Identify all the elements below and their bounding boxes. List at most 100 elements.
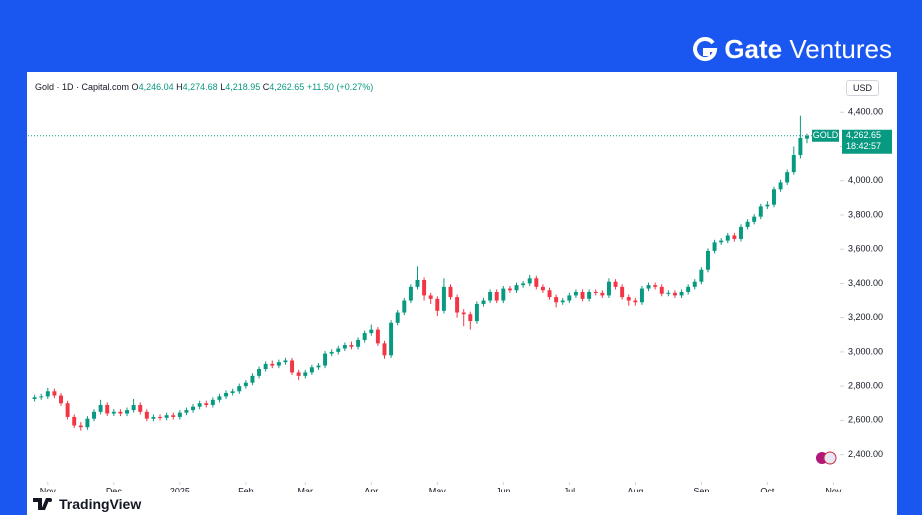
candle-body [362, 333, 367, 340]
candle-body [131, 404, 136, 411]
price-tag [842, 129, 892, 154]
candle-body [620, 286, 625, 298]
candle-body [164, 415, 169, 418]
legend: Gold · 1D · Capital.com O4,246.04 H4,274… [35, 82, 373, 92]
candle-body [547, 290, 552, 298]
candle-body [98, 404, 103, 412]
ohlc-key: H [176, 82, 183, 92]
candle-body [243, 382, 248, 387]
candle-body [224, 392, 229, 397]
y-tick-label: 3,800.00 [848, 209, 883, 219]
x-tick-label: May [429, 486, 447, 492]
candle-body [395, 312, 400, 323]
candle-body [375, 329, 380, 344]
tv-icon [33, 498, 52, 510]
candle-body [39, 396, 44, 398]
ohlc-value: 4,262.65 [269, 82, 305, 92]
candle-body [613, 281, 618, 287]
candle-body [408, 286, 413, 301]
y-tick-label: 3,200.00 [848, 312, 883, 322]
x-tick-label: Jul [564, 486, 576, 492]
candle-body [45, 391, 50, 397]
ohlc-value: 4,218.95 [225, 82, 261, 92]
x-tick-label: Nov [40, 486, 57, 492]
candle-body [494, 291, 499, 301]
x-tick-label: Mar [298, 486, 314, 492]
x-tick-label: Oct [760, 486, 775, 492]
y-tick-label: 3,000.00 [848, 346, 883, 356]
y-tick-label: 2,600.00 [848, 415, 883, 425]
candle-body [600, 292, 605, 296]
candle-body [191, 406, 196, 411]
candle-body [336, 348, 341, 352]
candle-body [290, 360, 295, 373]
x-tick-label: Sep [693, 486, 709, 492]
candle-body [481, 300, 486, 304]
y-tick-label: 4,000.00 [848, 175, 883, 185]
candle-body [111, 411, 116, 414]
candle-body [52, 391, 57, 396]
candle-body [521, 283, 526, 286]
candle-body [798, 137, 803, 156]
brand-icon [693, 36, 718, 61]
x-tick-label: Apr [364, 486, 378, 492]
candle-body [659, 286, 664, 294]
y-tick-label: 3,600.00 [848, 244, 883, 254]
candle-body [217, 396, 222, 400]
symbol-tag [812, 129, 839, 142]
candle-body [455, 297, 460, 313]
candle-body [534, 278, 539, 287]
candle-body [402, 300, 407, 313]
candle-body [138, 404, 143, 412]
x-tick-label: Dec [106, 486, 123, 492]
x-tick-label: Nov [825, 486, 842, 492]
candle-body [356, 339, 361, 347]
chart: 2,400.00 2,600.00 2,800.00 3,000.00 3,200.00… [28, 107, 892, 492]
candle-body [204, 403, 209, 405]
candle-body [507, 288, 512, 291]
candle-body [296, 372, 301, 376]
candle-body [501, 288, 506, 301]
candle-body [257, 369, 262, 376]
candle-body [230, 391, 235, 393]
candle-body [342, 345, 347, 349]
candle-body [197, 403, 202, 407]
candle-body [144, 411, 149, 419]
candle-body [745, 221, 750, 227]
candle-body [639, 288, 644, 303]
candle-body [692, 281, 697, 287]
currency-button[interactable]: USD [845, 80, 879, 96]
candle-body [78, 425, 83, 428]
candle-body [712, 242, 717, 251]
candle-body [679, 291, 684, 296]
candle-body [270, 363, 275, 366]
candle-body [732, 235, 737, 239]
candle-body [448, 286, 453, 298]
candle-body [158, 416, 163, 418]
candle-body [785, 172, 790, 183]
candle-body [92, 411, 96, 419]
change: +11.50 (+0.27%) [306, 82, 374, 92]
x-tick-label: Aug [627, 486, 643, 492]
x-tick-label: 2025 [170, 486, 190, 492]
candle-body [171, 415, 176, 417]
ohlc-key: L [220, 82, 226, 92]
candle-body [250, 375, 255, 383]
candle-body [699, 269, 704, 282]
candle-body [428, 295, 433, 299]
candle-body [263, 363, 268, 370]
candle-body [151, 416, 156, 419]
candle-body [474, 303, 479, 322]
candle-body [210, 399, 215, 405]
chart-panel: Gold · 1D · Capital.com O4,246.04 H4,274… [27, 72, 897, 515]
candle-body [705, 250, 710, 270]
x-tick-label: Feb [238, 486, 254, 492]
candle-body [686, 286, 691, 292]
ohlc-key: O [131, 82, 139, 92]
candle-body [752, 216, 757, 222]
candle-body [778, 182, 783, 190]
candle-body [125, 410, 130, 414]
candle-body [349, 345, 354, 347]
candle-body [805, 135, 809, 139]
